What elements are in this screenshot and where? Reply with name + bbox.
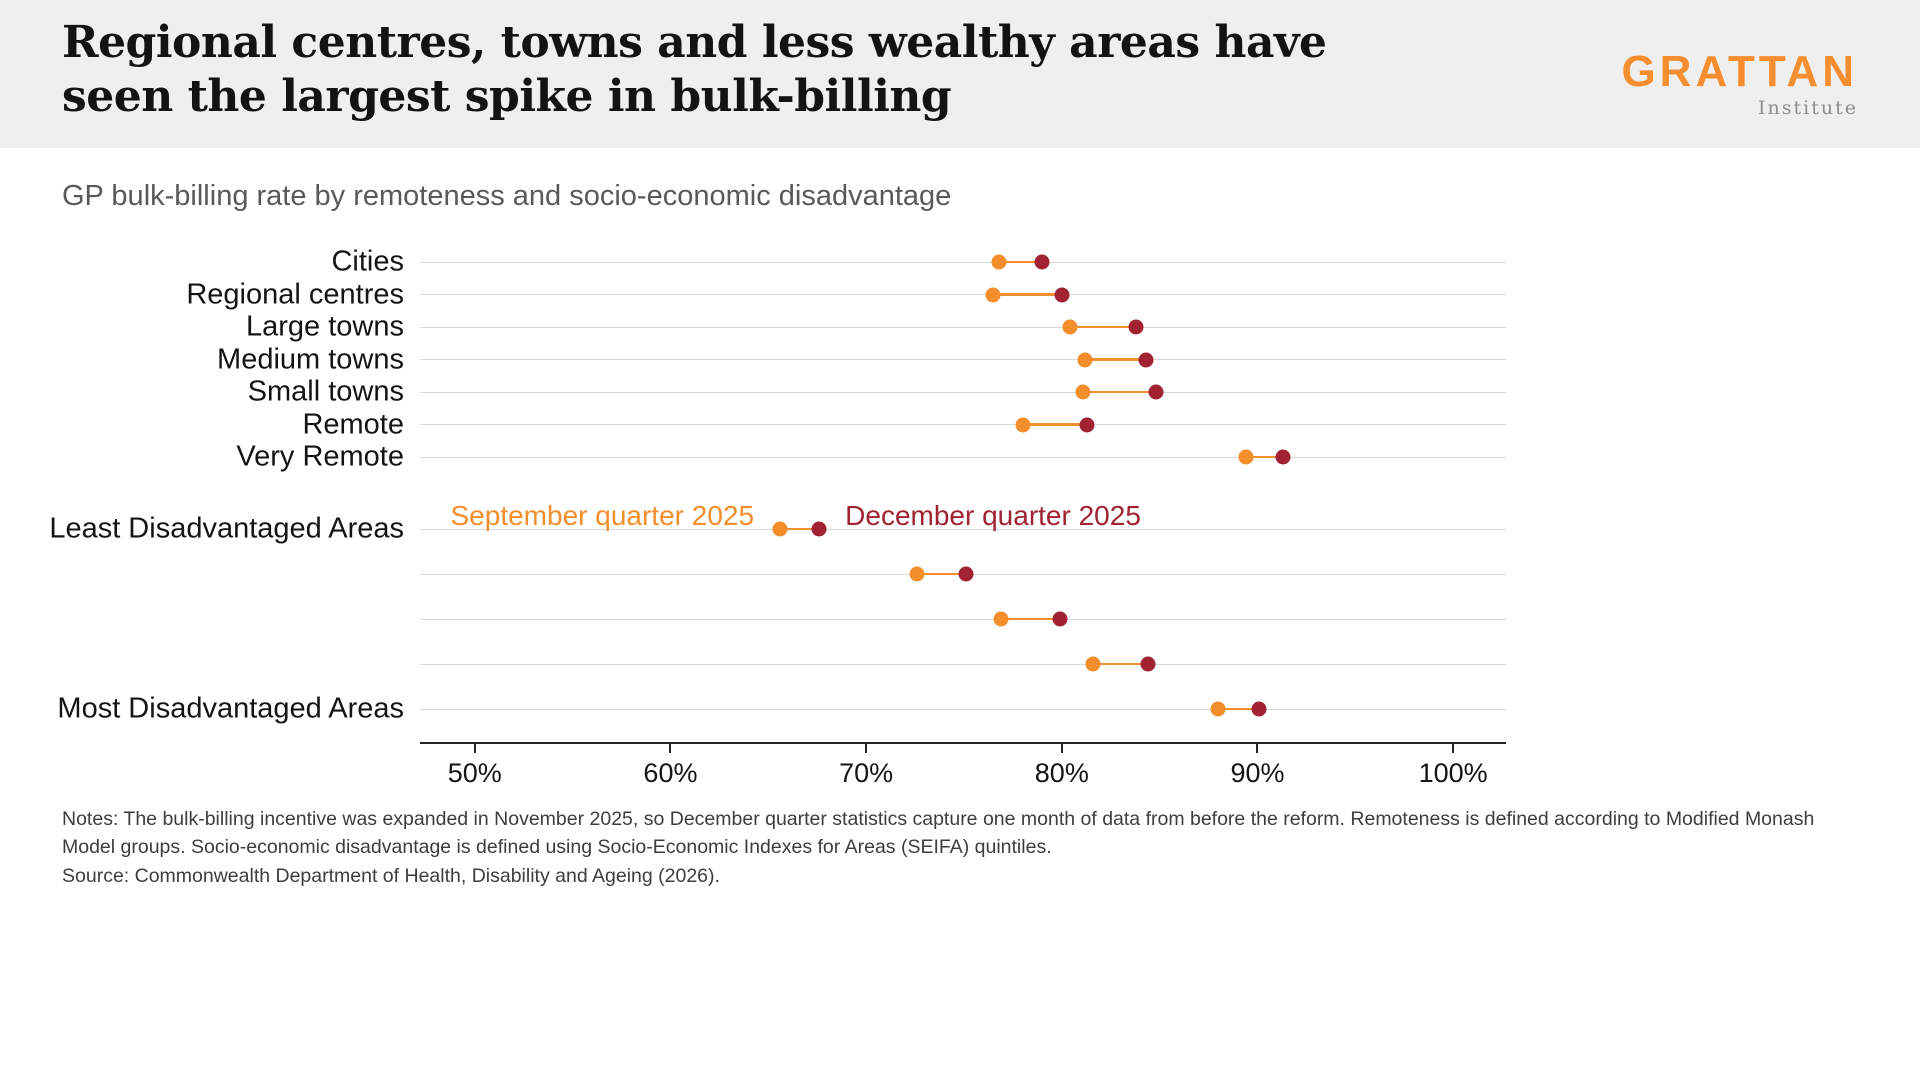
footer: Notes: The bulk-billing incentive was ex…	[62, 806, 1872, 891]
december-dot	[958, 566, 974, 582]
gridline	[420, 294, 1506, 295]
september-dot	[772, 521, 788, 537]
connector-line	[1085, 358, 1146, 361]
series-label-september: September quarter 2025	[450, 500, 755, 531]
x-axis: 50% 60% 70% 80% 90% 100%	[420, 742, 1506, 788]
december-dot	[1148, 384, 1164, 400]
connector-line	[1218, 707, 1260, 711]
row-label: Most Disadvantaged Areas	[57, 692, 404, 725]
row-label: Medium towns	[217, 343, 404, 375]
gridline	[420, 528, 1506, 530]
gridline	[420, 326, 1506, 328]
september-dot	[1062, 319, 1078, 335]
row-label: Cities	[331, 245, 404, 278]
september-dot	[1075, 384, 1091, 400]
x-tick-label: 50%	[447, 758, 502, 788]
x-tick-label: 60%	[643, 758, 698, 788]
row-label: Least Disadvantaged Areas	[49, 512, 404, 545]
dumbbell-chart: Cities Regional centres Large towns Medium …	[49, 245, 1506, 788]
september-dot	[991, 254, 1007, 270]
december-dot	[1034, 254, 1050, 270]
gridline	[420, 663, 1506, 665]
december-dot	[1052, 611, 1068, 627]
x-tick-label: 90%	[1230, 758, 1285, 788]
connector-line	[1245, 455, 1283, 459]
december-dot	[1138, 352, 1154, 367]
gridline	[420, 359, 1506, 360]
december-dot	[1079, 417, 1095, 432]
grattan-logo-wordmark: GRATTAN	[1621, 47, 1858, 96]
connector-line	[1083, 390, 1156, 394]
gridline	[420, 391, 1506, 393]
connector-line	[993, 293, 1062, 296]
x-tick	[473, 744, 476, 753]
gridline	[420, 261, 1506, 263]
grattan-logo-institute: Institute	[1758, 97, 1858, 119]
row-label: Very Remote	[236, 440, 404, 473]
september-dot	[1015, 417, 1031, 432]
september-dot	[909, 566, 925, 582]
connector-line	[1069, 325, 1137, 329]
september-dot	[985, 287, 1001, 302]
december-dot	[1128, 319, 1144, 335]
connector-line	[999, 260, 1043, 264]
connector-line	[1093, 662, 1148, 666]
row-label: Remote	[302, 408, 404, 440]
connector-line	[1022, 423, 1088, 426]
september-dot	[1210, 701, 1226, 717]
december-dot	[1251, 701, 1267, 717]
x-tick	[1060, 744, 1063, 753]
connector-line	[780, 527, 820, 531]
x-tick-label: 80%	[1034, 758, 1089, 788]
december-dot	[1140, 656, 1156, 672]
gridline	[420, 708, 1506, 710]
x-tick-label: 70%	[839, 758, 894, 788]
chart-source: Source: Commonwealth Department of Healt…	[62, 865, 720, 888]
x-tick	[1256, 744, 1259, 753]
gridline	[420, 618, 1506, 620]
x-tick-label: 100%	[1418, 758, 1488, 788]
row-label: Small towns	[247, 375, 404, 408]
december-dot	[811, 521, 827, 537]
gridline	[420, 456, 1506, 458]
connector-line	[917, 572, 966, 576]
x-tick	[865, 744, 868, 753]
september-dot	[993, 611, 1009, 627]
september-dot	[1077, 352, 1093, 367]
chart-title: Regional centres, towns and less wealthy…	[62, 17, 1327, 122]
chart-notes: Notes: The bulk-billing incentive was ex…	[62, 808, 1815, 858]
december-dot	[1275, 449, 1291, 465]
x-tick	[669, 744, 672, 753]
connector-line	[1001, 617, 1060, 621]
gridline	[420, 424, 1506, 425]
grattan-logo: GRATTAN Institute	[1621, 47, 1858, 120]
series-label-december: December quarter 2025	[845, 500, 1141, 531]
row-label: Regional centres	[186, 278, 404, 310]
september-dot	[1085, 656, 1101, 672]
row-label: Large towns	[246, 310, 404, 343]
december-dot	[1054, 287, 1070, 302]
header-band: Regional centres, towns and less wealthy…	[0, 0, 1920, 148]
chart-subtitle: GP bulk-billing rate by remoteness and s…	[62, 180, 952, 212]
september-dot	[1238, 449, 1254, 465]
x-tick	[1452, 744, 1455, 753]
